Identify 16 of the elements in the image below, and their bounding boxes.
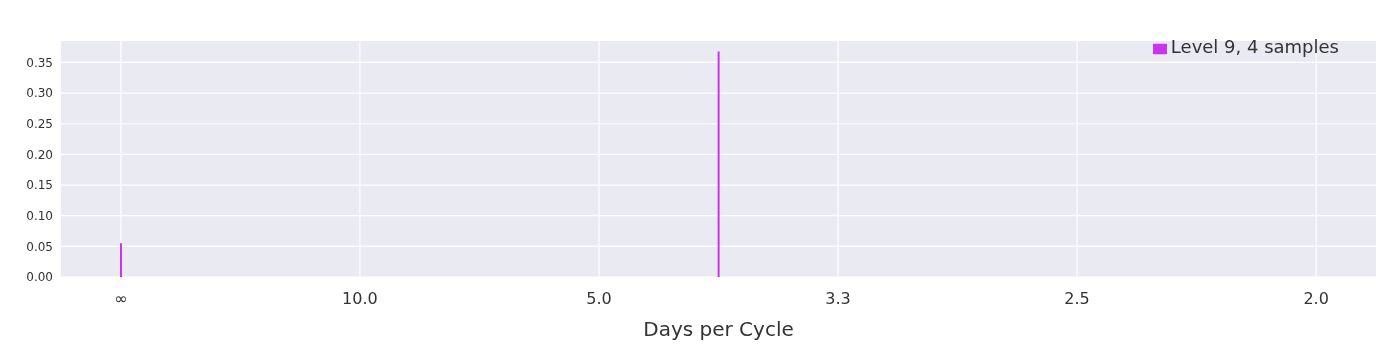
x-tick-label: ∞ bbox=[114, 289, 128, 309]
y-tick-label: 0.10 bbox=[26, 208, 53, 223]
x-tick-label: 10.0 bbox=[342, 289, 378, 309]
x-tick-label: 2.0 bbox=[1303, 289, 1329, 309]
y-tick-label: 0.20 bbox=[26, 147, 53, 162]
y-tick-label: 0.35 bbox=[26, 55, 53, 70]
y-tick-label: 0.25 bbox=[26, 117, 53, 132]
y-tick-label: 0.05 bbox=[26, 239, 53, 254]
x-tick-label: 5.0 bbox=[586, 289, 612, 309]
y-tick-label: 0.00 bbox=[26, 270, 53, 285]
x-tick-label: 2.5 bbox=[1064, 289, 1090, 309]
y-tick-label: 0.15 bbox=[26, 178, 53, 193]
legend-label: Level 9, 4 samples bbox=[1170, 36, 1339, 57]
x-axis-title: Days per Cycle bbox=[643, 317, 794, 341]
y-tick-label: 0.30 bbox=[26, 86, 53, 101]
x-tick-label: 3.3 bbox=[825, 289, 851, 309]
